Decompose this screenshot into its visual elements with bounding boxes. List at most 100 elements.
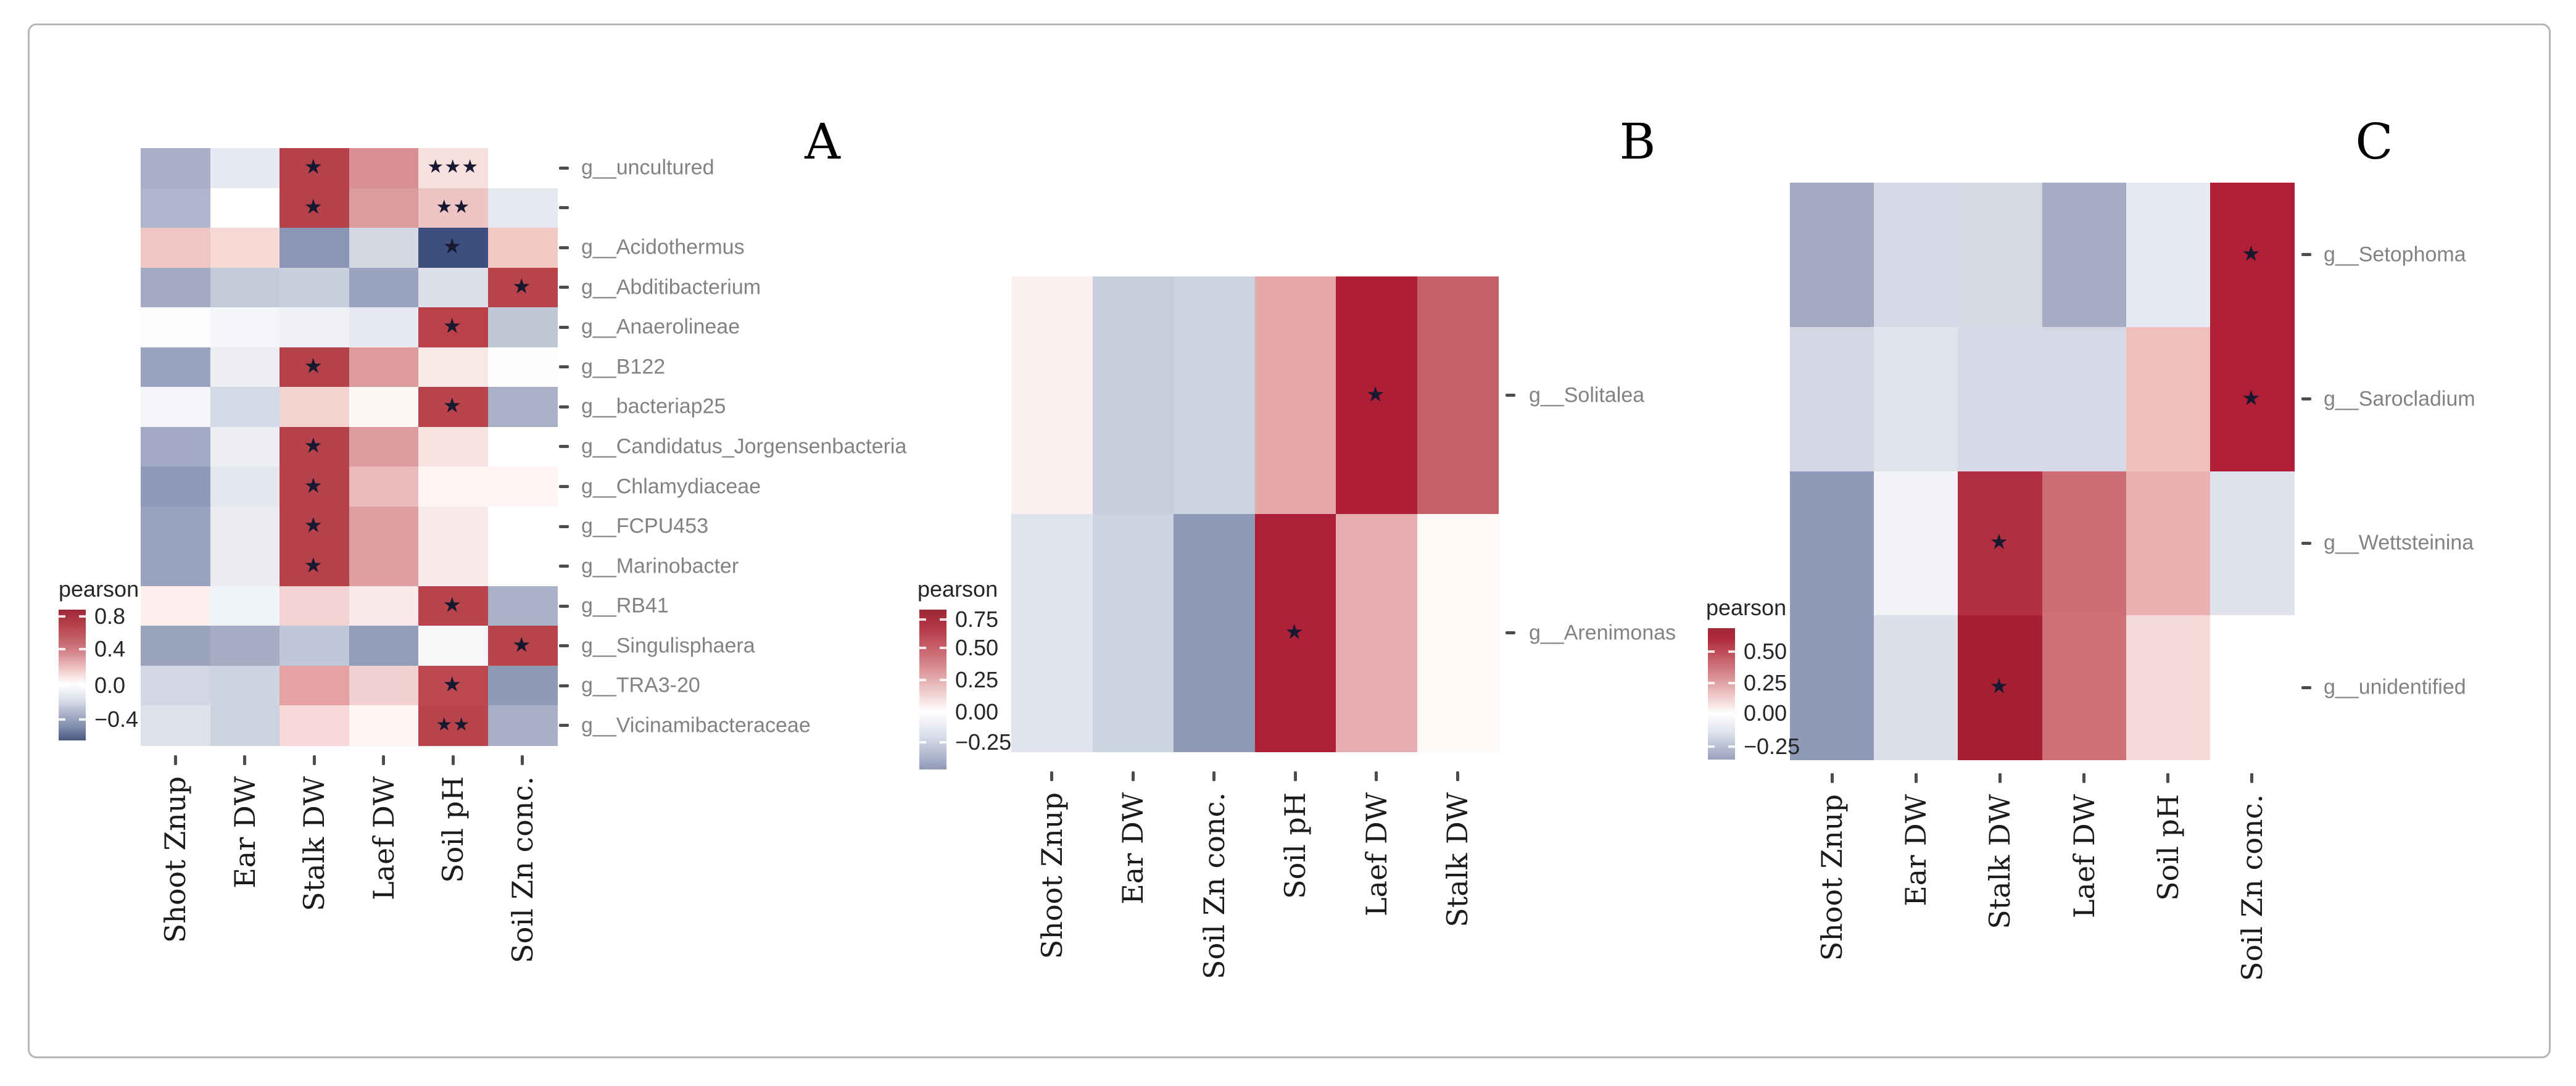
heatmap-cell (141, 387, 211, 428)
significance-stars: ★ (2242, 386, 2263, 411)
heatmap-cell (280, 148, 350, 189)
significance-stars: ★ (1989, 674, 2011, 699)
row-tick-mark (559, 166, 569, 170)
colorbar-tick-notch (1728, 745, 1735, 748)
heatmap-cell (2209, 615, 2295, 760)
heatmap-cell (141, 665, 211, 707)
heatmap-cell (1336, 514, 1418, 752)
heatmap-cell (210, 148, 280, 189)
row-label: g__Abditibacterium (581, 275, 761, 299)
significance-stars: ★ (512, 632, 533, 658)
heatmap-cell (349, 148, 419, 189)
significance-stars: ★ (442, 314, 463, 339)
colorbar-tick-label: 0.0 (94, 672, 126, 698)
row-tick-mark (559, 524, 569, 528)
row-tick-mark (559, 325, 569, 329)
col-label: Stalk DW (297, 776, 331, 911)
significance-stars: ★ (304, 513, 325, 538)
colorbar-tick-label: −0.25 (955, 729, 1012, 755)
significance-stars: ★ (304, 154, 325, 180)
colorbar-tick-notch (59, 684, 65, 687)
significance-stars: ★ (304, 553, 325, 578)
col-label: Shoot Znup (159, 776, 193, 943)
heatmap-cell (487, 665, 558, 707)
col-label: Ear DW (1899, 794, 1933, 906)
heatmap-cell (141, 426, 211, 468)
heatmap-cell (418, 665, 489, 707)
col-label: Shoot Znup (1035, 792, 1069, 960)
heatmap-cell (418, 506, 489, 547)
col-label: Soil pH (1278, 792, 1312, 899)
heatmap-cell (280, 506, 350, 547)
col-tick-mark (1212, 771, 1216, 781)
heatmap-cell (210, 426, 280, 468)
heatmap-cell (418, 148, 489, 189)
colorbar-tick-notch (1708, 682, 1715, 685)
heatmap-cell (280, 586, 350, 627)
significance-stars: ★ (442, 592, 463, 618)
heatmap-cell (141, 228, 211, 268)
heatmap-cell (349, 387, 419, 428)
heatmap-cell (418, 267, 489, 309)
row-tick-mark (559, 644, 569, 648)
heatmap-cell (210, 546, 280, 587)
heatmap-cell (487, 466, 558, 507)
row-label: g__Setophoma (2324, 242, 2466, 267)
colorbar-tick-notch (940, 740, 946, 744)
heatmap-cell (1790, 615, 1875, 760)
heatmap-cell (487, 347, 558, 388)
col-label: Soil Zn conc. (2235, 794, 2269, 981)
heatmap-cell (487, 188, 558, 229)
col-tick-mark (382, 755, 386, 765)
colorbar-tick-notch (59, 615, 65, 618)
heatmap-cell (210, 705, 280, 746)
colorbar-title-A: pearson (59, 576, 139, 602)
heatmap-cell (210, 228, 280, 268)
heatmap-cell (2209, 471, 2295, 616)
heatmap-cell (1174, 514, 1256, 752)
col-label: Ear DW (228, 776, 262, 889)
heatmap-cell (349, 228, 419, 268)
colorbar-tick-label: −0.25 (1744, 733, 1800, 759)
col-label: Soil Zn conc. (505, 776, 539, 963)
row-label: g__Acidothermus (581, 235, 745, 259)
heatmap-cell (2042, 471, 2127, 616)
col-label: Stalk DW (1441, 792, 1475, 927)
heatmap-cell (487, 506, 558, 547)
heatmap-cell (1874, 183, 1959, 328)
heatmap-cell (349, 426, 419, 468)
col-tick-mark (1375, 771, 1378, 781)
significance-stars: ★ (1989, 530, 2011, 555)
heatmap-cell (280, 228, 350, 268)
heatmap-cell (210, 665, 280, 707)
heatmap-cell (1254, 514, 1336, 752)
heatmap-cell (487, 426, 558, 468)
heatmap-cell (141, 586, 211, 627)
row-label: g__B122 (581, 355, 666, 379)
row-tick-mark (1505, 631, 1515, 634)
heatmap-cell (418, 307, 489, 348)
heatmap-cell (141, 626, 211, 666)
col-tick-mark (312, 755, 316, 765)
row-label: g__Wettsteinina (2324, 531, 2474, 555)
colorbar-tick-notch (79, 684, 86, 687)
heatmap-cell (210, 626, 280, 666)
heatmap-cell (349, 267, 419, 309)
heatmap-cell (1958, 183, 2043, 328)
colorbar-tick-notch (1728, 712, 1735, 715)
heatmap-cell (280, 387, 350, 428)
heatmap-cell (141, 188, 211, 229)
significance-stars: ★ (304, 473, 325, 499)
heatmap-cell (349, 626, 419, 666)
row-tick-mark (559, 724, 569, 727)
row-tick-mark (2301, 686, 2311, 689)
heatmap-cell (2126, 471, 2211, 616)
heatmap-cell (349, 188, 419, 229)
heatmap-cell (280, 665, 350, 707)
heatmap-cell (280, 267, 350, 309)
heatmap-cell (1254, 276, 1336, 515)
row-label: g__RB41 (581, 594, 669, 618)
colorbar-tick-notch (940, 618, 946, 621)
row-label: g__Chlamydiaceae (581, 475, 761, 498)
